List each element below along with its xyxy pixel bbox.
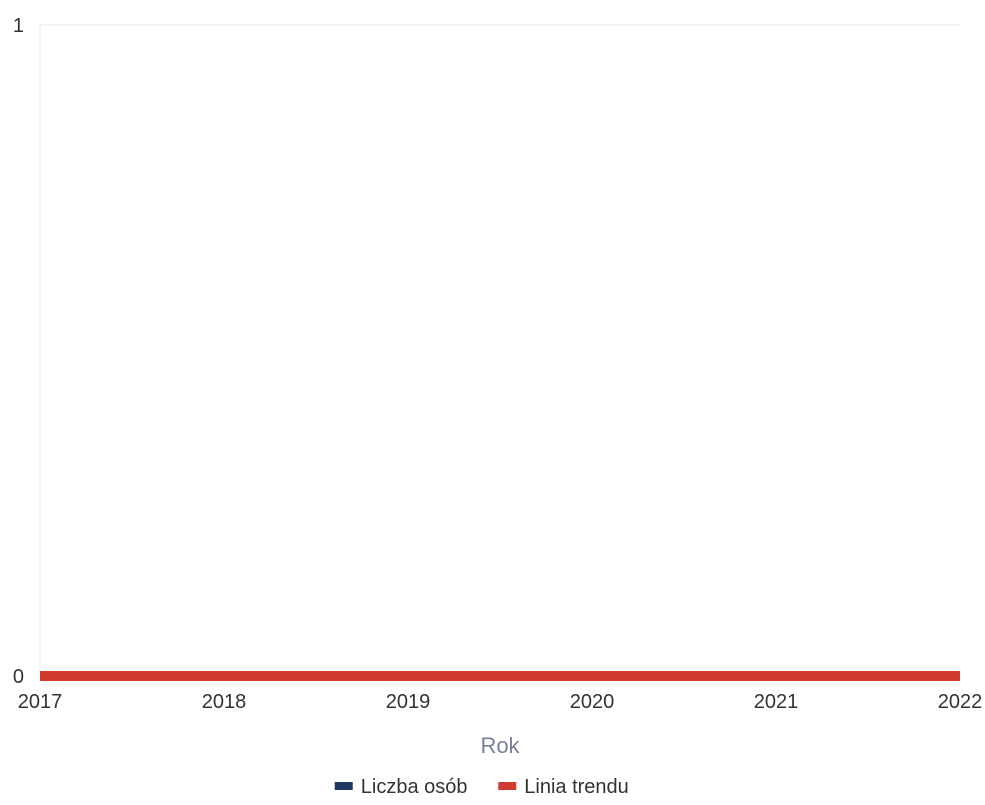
legend-swatch (334, 782, 353, 790)
legend-item[interactable]: Liczba osób (334, 776, 468, 798)
grid (39, 24, 960, 676)
legend: Liczba osób Linia trendu (334, 776, 629, 798)
y-tick-label: 1 (13, 15, 24, 37)
x-axis: 2017 2018 2019 2020 2021 2022 (18, 691, 983, 713)
x-axis-title: Rok (480, 733, 520, 758)
x-tick-label: 2019 (386, 691, 431, 713)
x-tick-label: 2020 (570, 691, 615, 713)
legend-label: Liczba osób (361, 776, 468, 798)
legend-item[interactable]: Linia trendu (498, 776, 629, 798)
y-tick-label: 0 (13, 666, 24, 688)
x-tick-label: 2022 (938, 691, 983, 713)
legend-label: Linia trendu (524, 776, 629, 798)
x-tick-label: 2018 (202, 691, 247, 713)
x-tick-label: 2017 (18, 691, 63, 713)
x-tick-label: 2021 (754, 691, 799, 713)
y-axis: 01 (13, 15, 24, 688)
legend-swatch (498, 782, 517, 790)
